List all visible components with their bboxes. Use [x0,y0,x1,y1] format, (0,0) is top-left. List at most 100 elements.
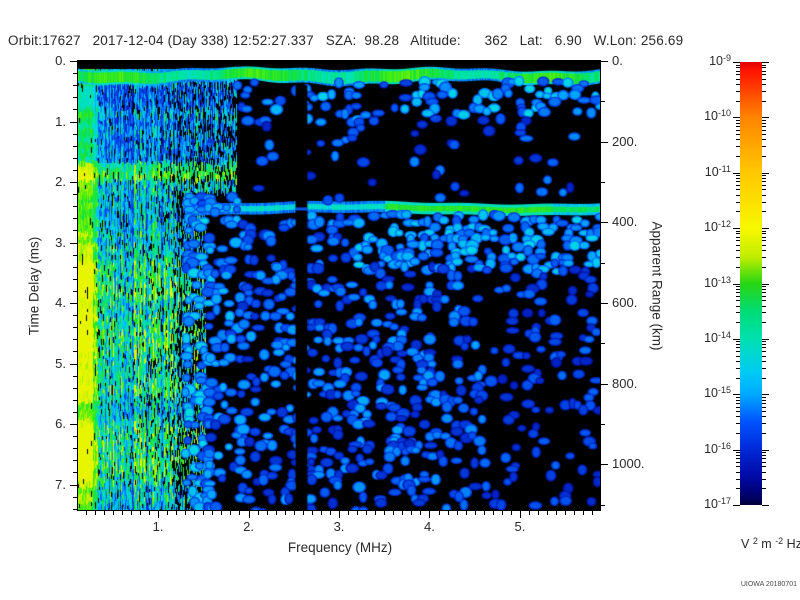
y-minor-tick [73,194,77,196]
colorbar-tick-label: 10-14 [704,329,731,345]
y2-tick-label: 400. [612,214,638,230]
x-minor-tick [121,511,123,515]
x-minor-tick [266,511,268,515]
colorbar-major-tick [762,394,769,396]
colorbar-minor-tick [736,250,740,252]
colorbar-gradient [740,62,762,505]
colorbar-minor-tick [762,355,766,357]
y-major-tick [70,61,77,62]
colorbar-minor-tick [736,146,740,148]
x-minor-tick [465,511,467,515]
x-minor-tick [149,511,151,515]
y-minor-tick [73,133,77,135]
y-minor-tick [73,157,77,159]
colorbar-minor-tick [762,458,766,460]
y-major-tick [70,303,77,305]
colorbar-minor-tick [736,288,740,290]
colorbar-minor-tick [762,377,766,379]
x-minor-tick [474,511,476,515]
colorbar-major-tick [762,172,769,174]
y-minor-tick [73,97,77,99]
colorbar-minor-tick [762,266,766,268]
x-minor-tick [311,511,313,515]
y-minor-tick [73,339,77,341]
x-minor-tick [556,511,558,515]
colorbar-minor-tick [762,181,766,183]
colorbar-minor-tick [762,236,766,238]
x-tick-label: 2. [243,519,254,534]
y-tick-label: 4. [55,295,66,311]
colorbar-minor-tick [736,244,740,246]
colorbar-minor-tick [762,367,766,369]
y-tick-label: 7. [55,476,66,492]
x-tick-label: 3. [333,519,345,534]
colorbar-minor-tick [762,185,766,187]
y-minor-tick [73,230,77,232]
colorbar-minor-tick [762,399,766,401]
x-minor-tick [366,511,368,515]
x-minor-tick [103,511,105,515]
colorbar-minor-tick [762,250,766,252]
y-minor-tick [73,436,77,438]
y2-minor-tick [601,343,605,345]
colorbar-minor-tick [736,300,740,302]
y-major-tick [70,424,77,426]
x-tick-label: 4. [424,519,435,534]
colorbar-major-tick [733,394,740,396]
colorbar-minor-tick [762,488,766,490]
colorbar-minor-tick [762,100,766,102]
colorbar-major-tick [733,62,740,63]
y2-minor-tick [601,504,605,506]
colorbar-minor-tick [762,230,766,232]
y-axis-title: Time Delay (ms) [26,236,42,336]
colorbar-minor-tick [762,125,766,127]
colorbar-minor-tick [736,322,740,324]
y-minor-tick [73,387,77,389]
y-minor-tick [73,411,77,413]
colorbar-minor-tick [736,471,740,473]
y-minor-tick [73,206,77,208]
colorbar-minor-tick [736,139,740,141]
y-minor-tick [73,327,77,329]
colorbar-minor-tick [762,233,766,235]
colorbar-minor-tick [762,454,766,456]
colorbar-minor-tick [762,67,766,69]
colorbar-tick-label: 10-10 [704,108,731,124]
x-minor-tick [357,511,359,515]
x-minor-tick [528,511,530,515]
y-major-tick [70,182,77,184]
x-minor-tick [375,511,377,515]
colorbar-tick-label: 10-13 [704,274,731,290]
y2-major-tick [601,141,608,143]
colorbar-major-tick [762,228,769,230]
colorbar-minor-tick [762,416,766,418]
colorbar-minor-tick [736,399,740,401]
colorbar-minor-tick [736,134,740,136]
colorbar-minor-tick [736,119,740,121]
x-minor-tick [483,511,485,515]
x-axis-title: Frequency (MHz) [287,540,393,555]
colorbar-major-tick [733,505,740,506]
colorbar-minor-tick [762,410,766,412]
x-minor-tick [538,511,540,515]
x-minor-tick [275,511,277,515]
colorbar-minor-tick [762,295,766,297]
colorbar-minor-tick [736,240,740,242]
y-tick-label: 0. [55,53,66,68]
colorbar-minor-tick [736,461,740,463]
colorbar-minor-tick [736,360,740,362]
x-minor-tick [456,511,458,515]
colorbar-minor-tick [762,288,766,290]
colorbar-minor-tick [762,286,766,288]
colorbar-minor-tick [762,471,766,473]
colorbar-minor-tick [736,402,740,404]
y2-axis-title: Apparent Range (km) [649,221,665,351]
y2-major-tick [601,464,608,466]
colorbar-minor-tick [762,139,766,141]
y2-minor-tick [601,262,605,264]
colorbar-major-tick [733,228,740,230]
colorbar-minor-tick [762,146,766,148]
colorbar-minor-tick [736,100,740,102]
colorbar-minor-tick [762,461,766,463]
colorbar-minor-tick [736,194,740,196]
